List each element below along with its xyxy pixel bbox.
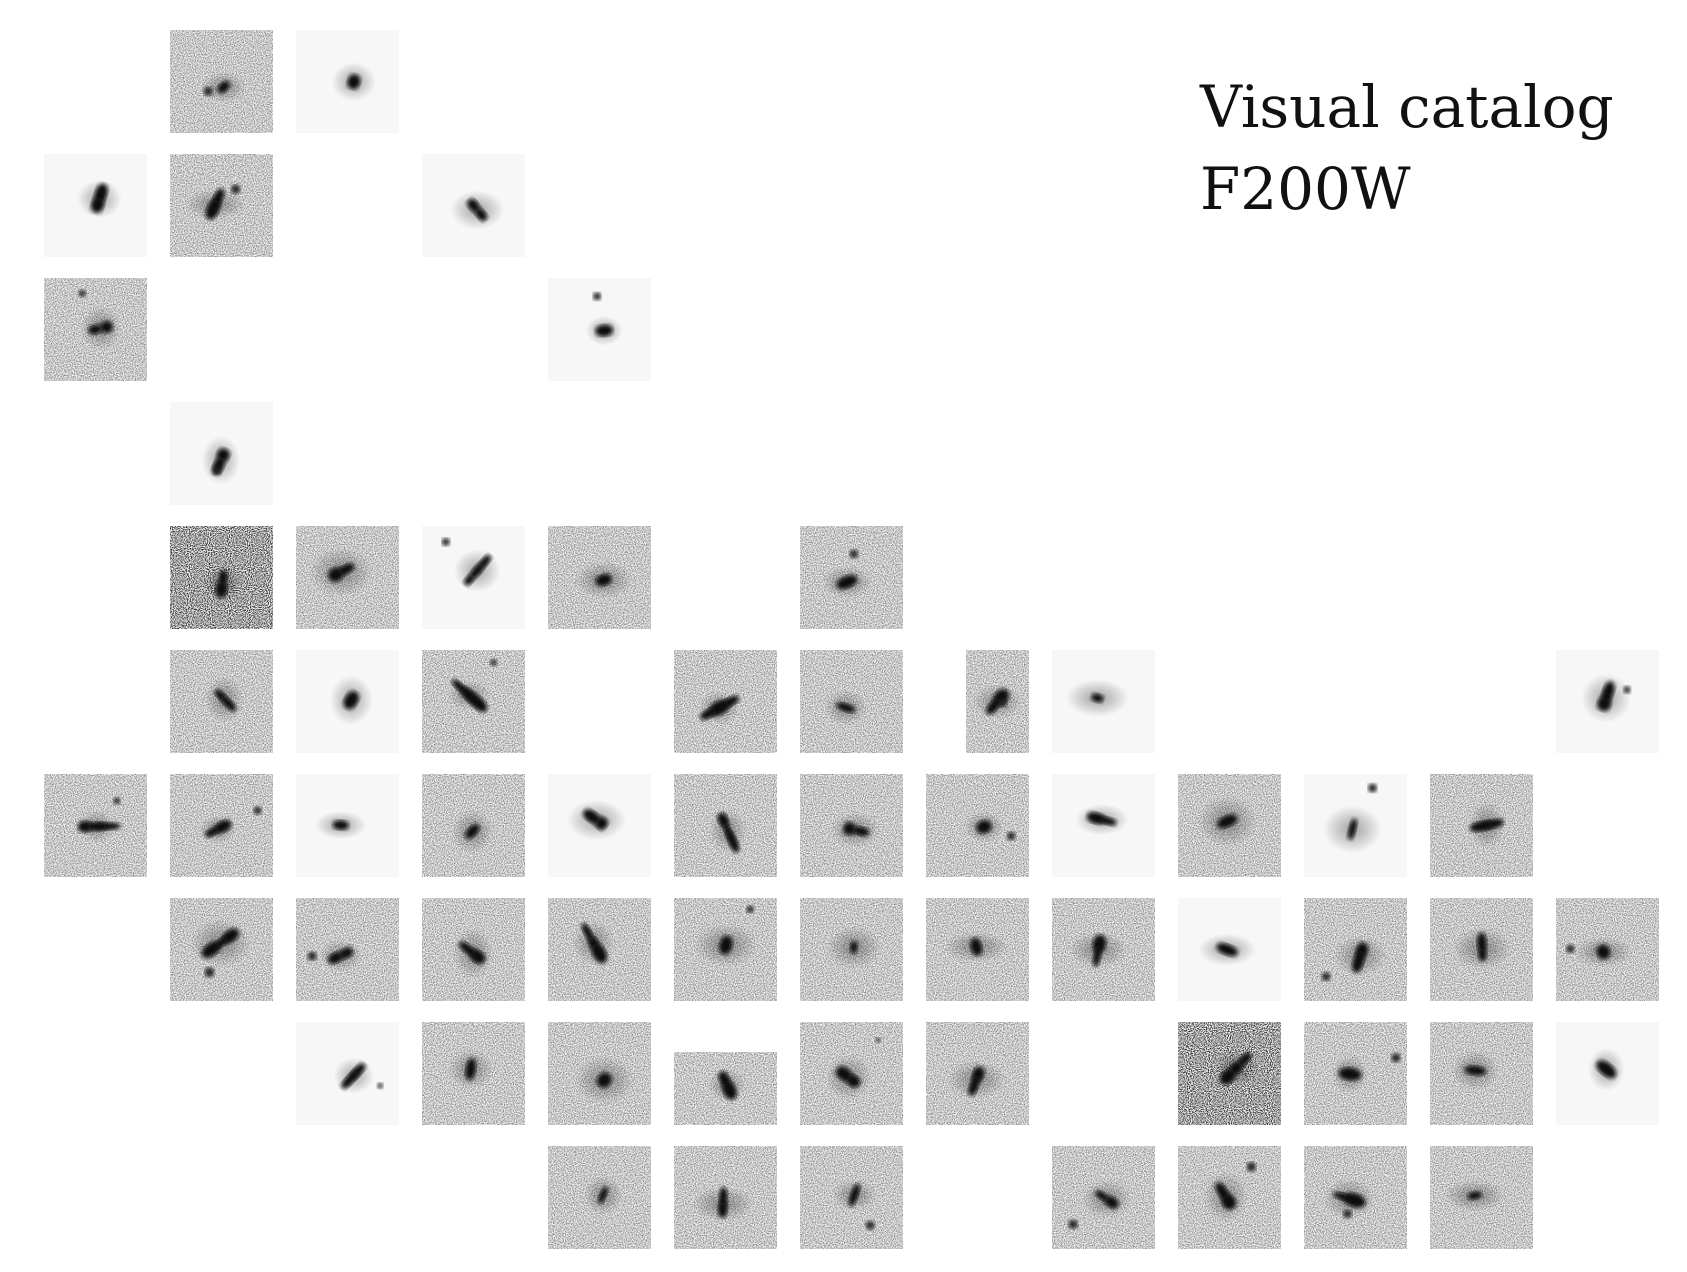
galaxy-cutout: [674, 1052, 777, 1125]
galaxy-cutout: [1304, 774, 1407, 877]
galaxy-cutout: [548, 1022, 651, 1125]
galaxy-cutout: [674, 650, 777, 753]
galaxy-cutout: [1430, 1146, 1533, 1249]
galaxy-cutout: [170, 154, 273, 257]
galaxy-cutout: [1178, 1146, 1281, 1249]
galaxy-cutout: [1556, 650, 1659, 753]
galaxy-cutout: [548, 774, 651, 877]
galaxy-cutout: [800, 526, 903, 629]
galaxy-cutout: [170, 402, 273, 505]
galaxy-cutout: [1430, 898, 1533, 1001]
galaxy-cutout: [296, 30, 399, 133]
galaxy-cutout: [170, 898, 273, 1001]
galaxy-cutout: [1304, 898, 1407, 1001]
galaxy-cutout: [170, 774, 273, 877]
galaxy-cutout: [1430, 1022, 1533, 1125]
galaxy-cutout: [1556, 898, 1659, 1001]
galaxy-cutout: [1052, 898, 1155, 1001]
galaxy-cutout: [44, 278, 147, 381]
galaxy-cutout: [422, 526, 525, 629]
galaxy-cutout: [800, 1146, 903, 1249]
galaxy-cutout: [926, 1022, 1029, 1125]
galaxy-cutout: [548, 278, 651, 381]
galaxy-cutout: [1052, 1146, 1155, 1249]
galaxy-cutout: [170, 30, 273, 133]
galaxy-cutout: [296, 650, 399, 753]
galaxy-cutout: [800, 650, 903, 753]
galaxy-cutout: [548, 1146, 651, 1249]
galaxy-cutout: [674, 898, 777, 1001]
galaxy-cutout: [1430, 774, 1533, 877]
galaxy-cutout: [966, 650, 1029, 753]
galaxy-cutout: [1178, 1022, 1281, 1125]
galaxy-cutout: [422, 898, 525, 1001]
galaxy-cutout: [1178, 774, 1281, 877]
galaxy-cutout: [296, 774, 399, 877]
catalog-title: Visual catalog F200W: [1200, 66, 1614, 230]
galaxy-cutout: [926, 898, 1029, 1001]
galaxy-cutout: [800, 774, 903, 877]
galaxy-cutout: [44, 154, 147, 257]
galaxy-cutout: [1556, 1022, 1659, 1125]
title-line-2: F200W: [1200, 155, 1411, 223]
galaxy-cutout: [170, 526, 273, 629]
galaxy-cutout: [800, 1022, 903, 1125]
title-line-1: Visual catalog: [1200, 73, 1614, 141]
galaxy-cutout: [422, 774, 525, 877]
galaxy-cutout: [170, 650, 273, 753]
galaxy-cutout: [1052, 774, 1155, 877]
galaxy-cutout: [674, 1146, 777, 1249]
galaxy-cutout: [296, 1022, 399, 1125]
galaxy-cutout: [1304, 1022, 1407, 1125]
galaxy-cutout: [44, 774, 147, 877]
galaxy-cutout: [926, 774, 1029, 877]
galaxy-cutout: [548, 526, 651, 629]
galaxy-cutout: [296, 526, 399, 629]
galaxy-cutout: [422, 650, 525, 753]
galaxy-cutout: [1304, 1146, 1407, 1249]
galaxy-cutout: [1052, 650, 1155, 753]
galaxy-cutout: [800, 898, 903, 1001]
galaxy-cutout: [1178, 898, 1281, 1001]
galaxy-cutout: [674, 774, 777, 877]
galaxy-cutout: [296, 898, 399, 1001]
galaxy-cutout: [548, 898, 651, 1001]
galaxy-cutout: [422, 1022, 525, 1125]
galaxy-cutout: [422, 154, 525, 257]
